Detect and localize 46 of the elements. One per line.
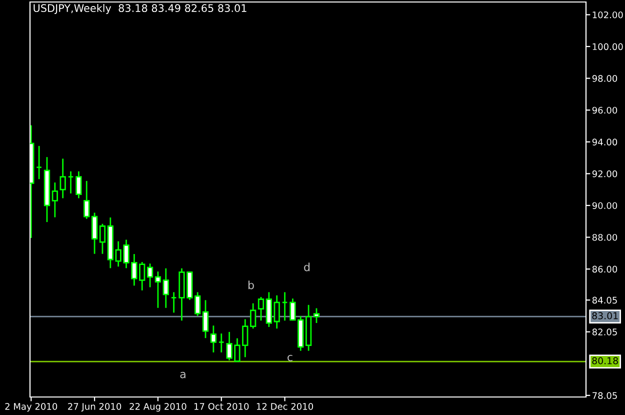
annotation: a	[180, 372, 186, 378]
chart-title: USDJPY,Weekly 83.18 83.49 82.65 83.01	[34, 4, 246, 14]
y-tick-label: 94.00	[592, 138, 618, 146]
candlestick	[154, 272, 162, 308]
x-tick-label: 12 Dec 2010	[256, 402, 314, 410]
y-tick-label: 84.05	[592, 296, 617, 304]
x-tick-label: 22 Aug 2010	[130, 402, 186, 412]
candlestick	[99, 224, 106, 254]
candlestick	[60, 158, 66, 198]
ref-line-label: 83.01	[592, 312, 618, 320]
candlestick	[76, 171, 82, 198]
y-tick-label: 86.00	[592, 266, 618, 273]
candlestick	[282, 292, 288, 321]
candlestick	[36, 146, 42, 180]
annotation: d	[304, 262, 310, 272]
y-tick-label: 88.00	[592, 234, 618, 241]
candlestick	[84, 180, 90, 219]
annotation: c	[288, 354, 292, 362]
candlestick	[250, 303, 256, 329]
candlestick	[218, 334, 224, 352]
candlestick	[258, 296, 264, 321]
y-tick-label: 82.05	[592, 328, 617, 336]
candlestick	[202, 300, 209, 338]
y-tick-label: 98.00	[592, 75, 618, 82]
y-tick-label: 78.05	[592, 392, 617, 399]
candlestick	[52, 182, 58, 218]
candlestick	[146, 264, 154, 288]
candlestick	[91, 212, 98, 254]
candlestick	[68, 171, 74, 194]
candlestick	[210, 326, 217, 352]
candlestick	[162, 268, 169, 308]
annotation: b	[248, 280, 254, 290]
ref-line-label: 80.18	[592, 357, 618, 364]
candlestick	[274, 295, 280, 329]
candlestick	[170, 292, 177, 313]
y-tick-label: 100.00	[592, 43, 623, 50]
y-tick-label: 90.00	[592, 202, 618, 210]
candlestick	[266, 292, 272, 327]
x-tick-label: 27 Jun 2010	[68, 402, 122, 412]
y-tick-label: 102.00	[592, 11, 623, 18]
y-tick-label: 92.00	[592, 170, 618, 178]
x-tick-label: 2 May 2010	[5, 402, 58, 412]
candlestick	[194, 292, 201, 316]
y-tick-label: 96.00	[592, 106, 618, 114]
candlestick	[313, 308, 320, 323]
x-tick-label: 17 Oct 2010	[194, 402, 249, 410]
